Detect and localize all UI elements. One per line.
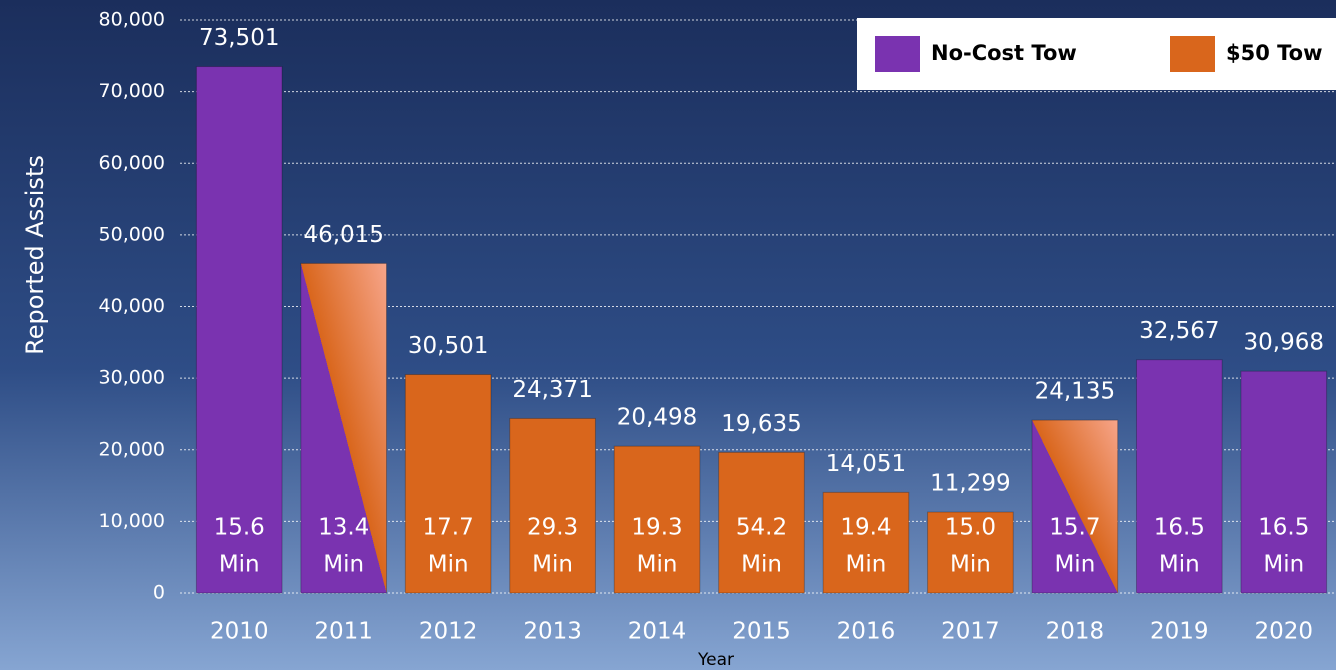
bar — [1135, 359, 1223, 594]
value-label: 73,501 — [199, 25, 279, 51]
bar — [822, 491, 910, 594]
value-label: 20,498 — [617, 405, 697, 431]
time-label: 13.4 — [318, 515, 369, 541]
legend-box — [857, 18, 1336, 90]
time-label: 19.3 — [631, 515, 682, 541]
y-tick-label: 30,000 — [99, 367, 165, 389]
y-tick-label: 60,000 — [99, 152, 165, 174]
time-label: Min — [1263, 552, 1304, 578]
time-label: 29.3 — [527, 515, 578, 541]
time-label: Min — [950, 552, 991, 578]
value-label: 24,371 — [512, 377, 592, 403]
x-tick-label: 2017 — [941, 619, 1000, 645]
time-label: 16.5 — [1258, 515, 1309, 541]
value-label: 30,968 — [1244, 330, 1324, 356]
legend-label: $50 Tow — [1226, 41, 1323, 65]
value-label: 32,567 — [1139, 318, 1219, 344]
x-tick-label: 2019 — [1150, 619, 1209, 645]
x-tick-label: 2014 — [628, 619, 687, 645]
time-label: Min — [532, 552, 573, 578]
y-tick-label: 10,000 — [99, 510, 165, 532]
time-label: 17.7 — [423, 515, 474, 541]
x-tick-label: 2016 — [837, 619, 896, 645]
time-label: 54.2 — [736, 515, 787, 541]
x-tick-label: 2020 — [1254, 619, 1313, 645]
bar — [1240, 370, 1328, 594]
value-label: 30,501 — [408, 333, 488, 359]
time-label: 15.0 — [945, 515, 996, 541]
bar — [613, 445, 701, 594]
bar — [404, 374, 492, 594]
y-tick-label: 80,000 — [99, 9, 165, 31]
value-label: 19,635 — [721, 411, 801, 437]
bar — [718, 451, 805, 594]
time-label: Min — [1054, 552, 1095, 578]
time-label: 15.6 — [214, 515, 265, 541]
time-label: Min — [741, 552, 782, 578]
legend-swatch — [875, 36, 920, 72]
value-label: 46,015 — [303, 222, 383, 248]
x-tick-label: 2013 — [523, 619, 582, 645]
time-label: 16.5 — [1154, 515, 1205, 541]
y-tick-label: 20,000 — [99, 438, 165, 460]
y-tick-label: 40,000 — [99, 295, 165, 317]
x-tick-label: 2011 — [314, 619, 373, 645]
time-label: Min — [323, 552, 364, 578]
time-label: Min — [1159, 552, 1200, 578]
bar — [195, 66, 283, 594]
time-label: Min — [219, 552, 260, 578]
time-label: Min — [846, 552, 887, 578]
y-tick-label: 70,000 — [99, 80, 165, 102]
y-axis-label: Reported Assists — [21, 155, 49, 355]
legend-label: No-Cost Tow — [931, 41, 1077, 65]
bar — [1031, 419, 1119, 594]
bar — [509, 417, 596, 594]
bar — [927, 511, 1014, 594]
value-label: 11,299 — [930, 471, 1010, 497]
legend-swatch — [1170, 36, 1215, 72]
x-tick-label: 2012 — [419, 619, 478, 645]
x-tick-label: 2010 — [210, 619, 269, 645]
time-label: Min — [637, 552, 678, 578]
y-tick-label: 0 — [153, 582, 165, 604]
x-tick-label: 2018 — [1046, 619, 1105, 645]
time-label: 15.7 — [1049, 515, 1100, 541]
y-tick-label: 50,000 — [99, 223, 165, 245]
time-label: Min — [428, 552, 469, 578]
x-axis-label: Year — [697, 650, 734, 670]
value-label: 24,135 — [1035, 379, 1115, 405]
time-label: 19.4 — [840, 515, 891, 541]
bar — [300, 262, 388, 594]
x-tick-label: 2015 — [732, 619, 791, 645]
value-label: 14,051 — [826, 451, 906, 477]
